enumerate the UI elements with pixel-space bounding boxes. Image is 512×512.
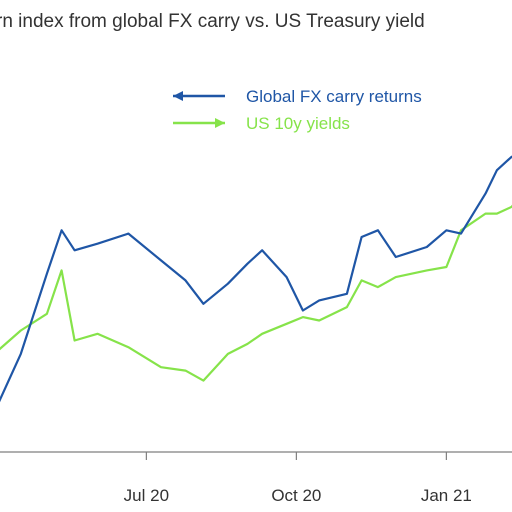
legend: Global FX carry returns US 10y yields (173, 87, 422, 133)
legend-marker-fx (173, 91, 183, 101)
legend-item-fx: Global FX carry returns (173, 87, 422, 106)
x-tick-label: Jan 21 (421, 486, 472, 505)
x-tick-label: Jul 20 (124, 486, 169, 505)
series-us10y (0, 204, 512, 382)
chart-title: rn index from global FX carry vs. US Tre… (0, 11, 425, 32)
legend-marker-us10y (215, 118, 225, 128)
series-line-fx (0, 155, 512, 403)
x-tick-label: Oct 20 (271, 486, 321, 505)
series-fx (0, 155, 512, 403)
plot-area (0, 155, 512, 403)
legend-item-us10y: US 10y yields (173, 114, 350, 133)
legend-label-us10y: US 10y yields (246, 114, 350, 133)
legend-label-fx: Global FX carry returns (246, 87, 422, 106)
series-line-us10y (0, 204, 512, 382)
